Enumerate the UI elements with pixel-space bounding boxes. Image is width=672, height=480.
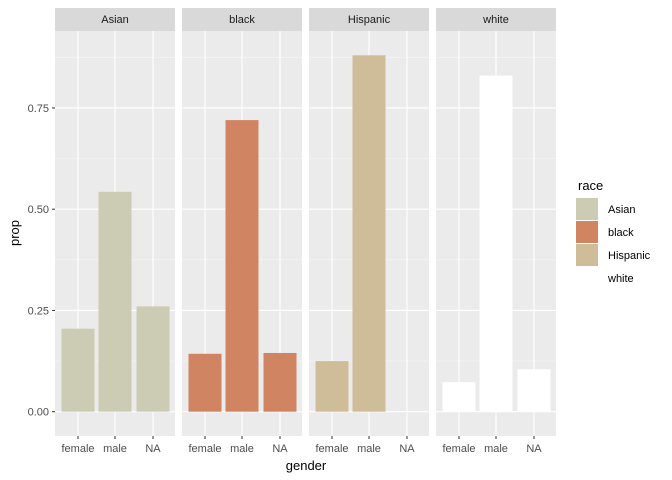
legend: race Asian black Hispanic white (576, 178, 651, 289)
x-tick-label: female (315, 443, 348, 455)
facet-strip-label: Hispanic (348, 14, 391, 26)
bar-black-male (225, 120, 259, 412)
x-tick-label: male (103, 443, 127, 455)
y-axis: 0.00 0.25 0.50 0.75 (28, 103, 55, 419)
y-tick-label: 0.25 (28, 305, 49, 317)
y-tick-label: 0.75 (28, 103, 49, 115)
x-tick-label: female (61, 443, 94, 455)
y-tick-label: 0.00 (28, 407, 49, 419)
legend-label: Asian (608, 204, 636, 216)
legend-key-black (576, 221, 598, 243)
facet-strip (182, 8, 302, 31)
facet-panel-white: white female male NA (436, 8, 556, 455)
bar-hispanic-female (315, 361, 349, 412)
legend-title: race (578, 178, 603, 193)
y-tick-label: 0.50 (28, 204, 49, 216)
x-tick-label: NA (526, 443, 542, 455)
facet-panel-asian: Asian female male NA (55, 8, 175, 455)
y-axis-title: prop (7, 220, 22, 246)
legend-label: black (608, 227, 634, 239)
x-tick-label: NA (272, 443, 288, 455)
legend-key-hispanic (576, 244, 598, 266)
legend-key-asian (576, 198, 598, 220)
legend-label: Hispanic (608, 250, 651, 262)
x-tick-label: NA (399, 443, 415, 455)
x-tick-label: NA (145, 443, 161, 455)
facet-strip (436, 8, 556, 31)
bar-hispanic-male (352, 55, 386, 412)
x-tick-label: female (442, 443, 475, 455)
x-tick-label: female (188, 443, 221, 455)
bar-white-female (442, 382, 476, 412)
facet-strip-label: white (482, 14, 509, 26)
x-tick-label: male (230, 443, 254, 455)
facet-panel-black: black female male NA (182, 8, 302, 455)
bar-white-na (517, 369, 551, 412)
bar-asian-female (61, 328, 95, 412)
x-axis-title: gender (286, 458, 327, 473)
x-tick-label: male (484, 443, 508, 455)
legend-label: white (607, 273, 634, 285)
x-tick-label: male (357, 443, 381, 455)
bar-black-na (263, 352, 297, 412)
facet-strip (309, 8, 429, 31)
bar-asian-male (98, 191, 132, 412)
facet-panel-hispanic: Hispanic female male NA (309, 8, 429, 455)
facet-strip-label: Asian (101, 14, 129, 26)
bar-white-male (479, 75, 513, 412)
facet-strip (55, 8, 175, 31)
facet-strip-label: black (229, 14, 255, 26)
bar-asian-na (136, 306, 170, 412)
bar-black-female (188, 353, 222, 412)
legend-key-white (576, 267, 598, 289)
